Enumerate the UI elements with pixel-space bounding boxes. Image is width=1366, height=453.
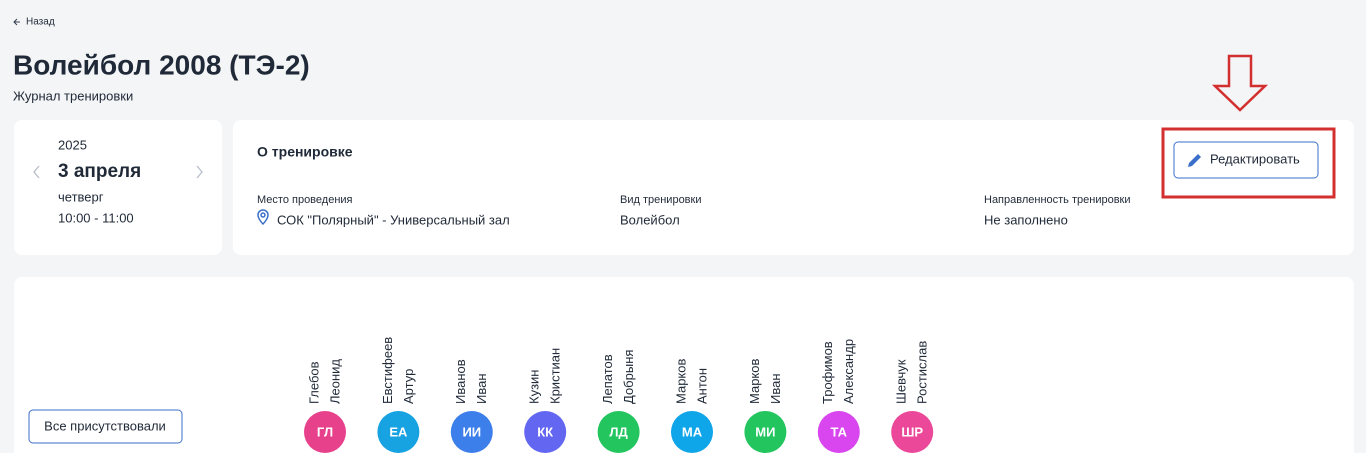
pencil-icon: [1188, 154, 1201, 167]
field-value: Волейбол: [620, 212, 680, 227]
location-icon: [257, 209, 269, 226]
athlete-name: Иван: [768, 373, 783, 404]
page-subtitle: Журнал тренировки: [13, 88, 133, 103]
athlete-avatar: [304, 411, 346, 453]
athlete-name: Кристиан: [548, 348, 563, 404]
athlete-avatar: [450, 411, 493, 453]
back-arrow: [13, 18, 20, 26]
athlete-initials: ШР: [901, 424, 923, 439]
athlete-surname: Трофимов: [820, 341, 835, 404]
athlete-initials: ЛД: [609, 424, 628, 439]
athlete-surname: Кузин: [527, 370, 542, 404]
athlete-name: Леонид: [327, 359, 342, 404]
athlete-avatar: [817, 411, 860, 453]
athlete-surname: Евстифеев: [380, 337, 395, 404]
attendance-card: [14, 277, 1354, 453]
all-present-box[interactable]: [28, 409, 183, 444]
athlete-initials: КК: [537, 424, 553, 439]
field-value: Не заполнено: [984, 212, 1068, 227]
field-label: Направленность тренировки: [984, 194, 1131, 206]
athlete-name: Артур: [401, 369, 416, 404]
athlete-name: Александр: [841, 339, 856, 404]
next-day[interactable]: [196, 165, 203, 179]
athlete[interactable]: Шевчук Ростислав ШР: [891, 341, 934, 453]
athlete-initials: ЕА: [389, 424, 408, 439]
athlete-name: Иван: [474, 373, 489, 404]
athlete-avatar: [597, 411, 640, 453]
about-heading: О тренировке: [257, 144, 353, 160]
edit-button[interactable]: Редактировать: [1173, 141, 1319, 179]
athlete-avatar: [891, 411, 934, 453]
field-label: Вид тренировки: [620, 194, 702, 206]
athlete-surname: Глебов: [306, 361, 321, 404]
athlete-avatar: [744, 411, 787, 453]
athlete-name: Добрыня: [621, 350, 636, 404]
all-present-text[interactable]: Все присутствовали: [44, 418, 166, 433]
athlete-initials: ИИ: [462, 424, 481, 439]
date: 3 апреля: [58, 161, 141, 182]
athlete[interactable]: Евстифеев Артур ЕА: [377, 337, 420, 453]
about-card: [233, 120, 1354, 255]
weekday: четверг: [58, 189, 104, 204]
athlete-surname: Шевчук: [894, 359, 909, 404]
athlete-initials: ГЛ: [317, 424, 333, 439]
athlete-surname: Иванов: [453, 359, 468, 404]
athlete-avatar: [377, 411, 420, 453]
page-title: Волейбол 2008 (ТЭ-2): [13, 49, 310, 80]
athlete-initials: МА: [682, 424, 703, 439]
athlete[interactable]: Марков Антон МА: [671, 359, 713, 453]
athlete-avatar: [671, 411, 713, 453]
highlight-box: [1161, 127, 1336, 199]
athlete-avatar: [524, 411, 567, 453]
athlete-surname: Лепатов: [600, 354, 615, 404]
date-card: [14, 120, 222, 255]
back-link[interactable]: Назад: [13, 17, 55, 28]
edit-button-text[interactable]: Редактировать: [1210, 151, 1300, 166]
athlete-initials: ТА: [831, 424, 848, 439]
athlete[interactable]: Кузин Кристиан КК: [524, 348, 567, 453]
athlete[interactable]: Глебов Леонид ГЛ: [304, 359, 346, 453]
athlete[interactable]: Лепатов Добрыня ЛД: [597, 350, 640, 453]
athlete-initials: МИ: [755, 424, 775, 439]
athlete[interactable]: Трофимов Александр ТА: [817, 339, 860, 453]
athlete-name: Ростислав: [915, 341, 930, 404]
edit-button-box[interactable]: [1173, 141, 1319, 179]
year: 2025: [58, 137, 87, 152]
prev-day[interactable]: [33, 165, 40, 179]
athlete-name: Антон: [694, 368, 709, 404]
back-text[interactable]: Назад: [26, 17, 55, 28]
all-present-button[interactable]: Все присутствовали: [28, 409, 183, 444]
time: 10:00 - 11:00: [58, 210, 134, 225]
highlight-arrow: [1211, 54, 1269, 112]
field-label: Место проведения: [257, 194, 353, 206]
athlete[interactable]: Марков Иван МИ: [744, 359, 787, 453]
field-value: СОК "Полярный" - Универсальный зал: [277, 212, 510, 227]
athlete-surname: Марков: [673, 359, 688, 404]
athlete[interactable]: Иванов Иван ИИ: [450, 359, 493, 453]
athlete-surname: Марков: [747, 359, 762, 404]
